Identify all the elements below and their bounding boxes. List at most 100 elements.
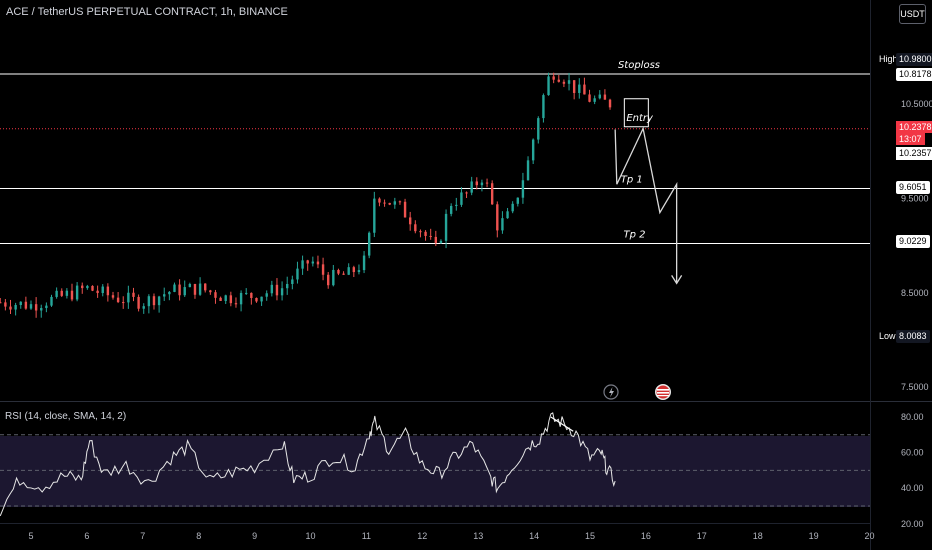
- candlestick: [434, 230, 438, 247]
- candlestick: [147, 294, 151, 314]
- currency-button[interactable]: USDT: [899, 4, 926, 24]
- candlestick: [332, 264, 335, 287]
- candlestick: [245, 288, 248, 295]
- time-tick-label: 15: [585, 531, 595, 541]
- candlestick: [337, 268, 340, 276]
- candlestick: [50, 294, 53, 307]
- rsi-trendline: [550, 416, 574, 432]
- time-tick-label: 14: [529, 531, 539, 541]
- low-price-tag: 8.0083: [896, 330, 930, 343]
- candlestick: [455, 197, 458, 211]
- candlestick: [506, 207, 509, 219]
- candlestick: [496, 201, 499, 238]
- candlestick: [562, 79, 566, 88]
- candlestick: [480, 179, 484, 192]
- candlestick: [583, 77, 586, 95]
- rsi-indicator-title[interactable]: RSI (14, close, SMA, 14, 2): [5, 411, 127, 422]
- candlestick: [373, 191, 376, 238]
- lightning-icon[interactable]: [603, 384, 619, 400]
- candlestick: [250, 292, 253, 305]
- candlestick: [45, 302, 48, 313]
- candlestick: [444, 209, 448, 249]
- candlestick: [224, 294, 227, 305]
- candlestick: [301, 255, 304, 275]
- candlestick: [429, 228, 432, 240]
- candlestick: [40, 304, 43, 318]
- tp1-label: Tp 1: [621, 174, 643, 185]
- candlestick: [342, 271, 345, 275]
- candlestick: [291, 275, 294, 290]
- candlestick: [260, 296, 263, 306]
- projected-path: [614, 126, 678, 284]
- candlestick: [219, 296, 222, 301]
- time-tick-label: 18: [753, 531, 763, 541]
- high-label: High: [876, 53, 901, 66]
- price-tick-label: 10.5000: [901, 99, 932, 109]
- candlestick: [398, 200, 402, 205]
- candlestick: [270, 280, 274, 297]
- candlestick: [91, 285, 94, 292]
- candlestick: [414, 220, 417, 234]
- candlestick: [521, 172, 525, 204]
- time-tick-label: 20: [864, 531, 874, 541]
- candlestick: [485, 178, 489, 188]
- candlestick: [501, 211, 504, 234]
- candlestick: [4, 299, 7, 311]
- candlestick: [19, 301, 22, 309]
- candlestick: [188, 282, 192, 288]
- tp1-price-tag: 9.6051: [896, 181, 930, 194]
- candlestick: [0, 298, 2, 304]
- candlestick: [96, 285, 99, 298]
- candlestick: [542, 93, 545, 123]
- candlestick: [24, 296, 28, 310]
- entry-box: [623, 98, 649, 128]
- candlestick: [567, 72, 571, 91]
- candlestick: [34, 297, 38, 318]
- candlestick: [537, 116, 540, 144]
- candlestick: [465, 191, 468, 199]
- candlestick: [75, 282, 79, 302]
- entry-price-tag: 10.2357: [896, 147, 932, 160]
- candlestick: [306, 259, 309, 271]
- candlestick: [178, 279, 181, 301]
- symbol-title: ACE / TetherUS PERPETUAL CONTRACT, 1h, B…: [6, 6, 288, 18]
- candlestick: [209, 289, 212, 295]
- rsi-tick-label: 40.00: [901, 483, 924, 493]
- candlestick: [142, 303, 145, 314]
- candlestick: [424, 230, 427, 241]
- candlestick: [168, 291, 171, 301]
- time-tick-label: 8: [196, 531, 201, 541]
- candlestick: [531, 138, 535, 165]
- candlestick: [475, 177, 479, 190]
- time-tick-label: 5: [28, 531, 33, 541]
- candlestick: [106, 283, 110, 302]
- current-price-tag: 10.2378: [896, 121, 932, 133]
- tp2-price-tag: 9.0229: [896, 235, 930, 248]
- candlestick: [183, 280, 186, 297]
- candlestick: [9, 299, 12, 315]
- candlestick: [204, 283, 207, 293]
- candlestick: [122, 296, 125, 309]
- candlestick: [419, 229, 422, 238]
- candlestick: [163, 287, 166, 301]
- countdown-tag: 13:07: [896, 133, 925, 145]
- time-tick-label: 13: [473, 531, 483, 541]
- candlestick: [127, 285, 130, 309]
- candlestick: [111, 291, 115, 300]
- candlestick: [449, 203, 453, 217]
- entry-label: Entry: [626, 113, 654, 124]
- candlestick: [362, 251, 366, 274]
- projected-arrowhead: [671, 275, 683, 285]
- stoploss-label: Stoploss: [618, 60, 660, 71]
- candlestick: [490, 180, 494, 205]
- candlestick: [255, 297, 258, 303]
- time-tick-label: 17: [697, 531, 707, 541]
- flag-icon[interactable]: [655, 384, 671, 400]
- stoploss-price-tag: 10.8178: [896, 68, 932, 81]
- candlestick: [280, 281, 284, 301]
- candlestick: [286, 276, 289, 295]
- tp2-label: Tp 2: [624, 229, 646, 240]
- candlestick: [593, 95, 596, 105]
- rsi-line: [0, 412, 616, 517]
